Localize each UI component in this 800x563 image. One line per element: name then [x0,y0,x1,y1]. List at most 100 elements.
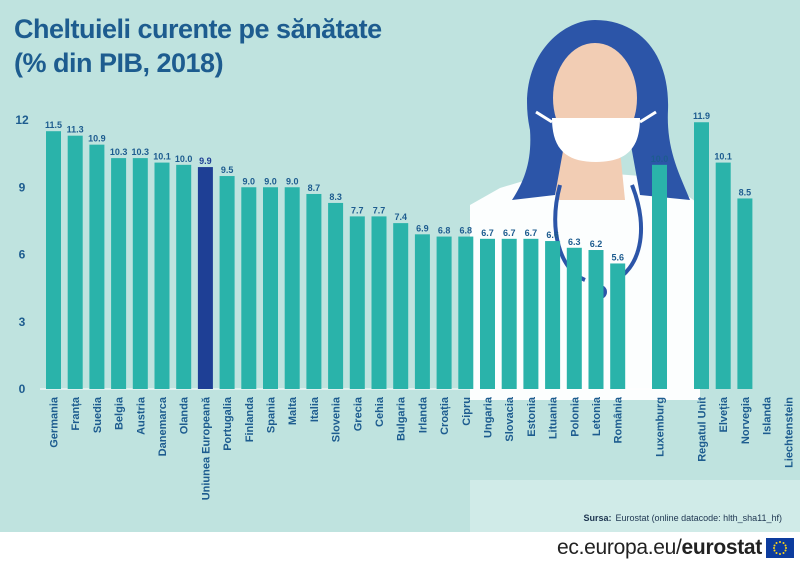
value-label: 11.9 [693,111,710,121]
value-label: 6.6 [546,230,559,240]
bar [652,164,667,389]
bar [414,234,430,389]
x-tick-label: Slovacia [504,396,516,442]
x-tick-label: Ungaria [483,396,495,438]
value-label: 11.3 [67,125,84,135]
x-tick-label: Letonia [591,396,603,436]
x-tick-label: Elveția [718,396,730,432]
value-label: 9.9 [199,156,212,166]
x-tick-label: Portugalia [222,396,234,451]
value-label: 6.8 [460,226,473,236]
source-note: Sursa: Eurostat (online datacode: hlth_sh… [584,513,782,523]
x-tick-label: Uniunea Europeană [200,396,212,500]
value-label: 10.0 [175,154,193,164]
bar [89,144,105,389]
footer-url[interactable]: ec.europa.eu/eurostat [557,536,762,560]
value-label: 8.5 [739,187,752,197]
value-label: 6.2 [590,239,603,249]
y-axis: 0 3 6 9 12 [15,113,29,396]
bar [111,158,127,389]
value-label: 9.0 [264,176,277,186]
x-tick-label: Luxemburg [655,397,667,457]
bar [176,164,192,389]
x-tick-label: Slovenia [331,396,343,442]
bar [371,216,387,389]
x-tick-label: Italia [309,396,321,422]
bar [610,263,626,389]
x-tick-label: Grecia [352,396,364,431]
x-tick-label: Germania [49,396,61,448]
bar [284,187,300,389]
bar [241,187,257,389]
y-tick-label: 9 [19,180,26,194]
value-label: 7.7 [351,205,364,215]
x-tick-label: Spania [266,396,278,433]
value-label: 10.3 [132,147,150,157]
value-label: 10.3 [110,147,128,157]
x-tick-label: Olanda [179,396,191,434]
value-label: 8.7 [308,183,321,193]
value-label: 9.5 [221,165,234,175]
value-label: 10.1 [153,152,171,162]
y-tick-label: 12 [15,113,29,127]
bar [67,135,83,389]
bar [715,162,731,389]
y-tick-label: 6 [19,248,26,262]
value-label: 6.7 [503,228,516,238]
bar [694,122,709,389]
bar [588,250,604,389]
x-tick-label: Cehia [374,396,386,427]
bar [306,193,322,389]
x-tick-label: Bulgaria [396,396,408,441]
source-label: Sursa: [583,513,612,523]
bar [436,236,452,389]
bar [480,238,495,389]
value-label: 9.0 [243,176,256,186]
illustration-neck [555,150,625,200]
x-tick-label: Malta [287,396,299,425]
x-tick-label: Norvegia [740,396,752,444]
x-tick-label: Croația [439,396,451,435]
bar [132,158,148,389]
value-label: 9.0 [286,176,299,186]
bar-chart: 11.5 11.310.910.3 10.3 10.1 10.0 9.99.59.0 9.0… [15,20,800,532]
bar [197,167,213,389]
x-tick-label: Polonia [569,396,581,437]
x-tick-label: Austria [135,396,147,435]
x-tick-label: Danemarca [157,396,169,456]
bar [545,241,561,389]
value-label: 7.7 [373,205,386,215]
bar [349,216,365,389]
y-tick-label: 0 [19,382,26,396]
bar [501,238,517,389]
y-tick-label: 3 [19,315,26,329]
footer-site: ec.europa.eu/ [557,536,682,559]
bar [566,247,582,389]
value-label: 7.4 [394,212,407,222]
x-tick-label: Irlanda [417,396,429,433]
illustration-base [470,480,800,532]
value-label: 6.7 [481,228,494,238]
value-label: 5.6 [611,252,624,262]
source-text: Eurostat (online datacode: hlth_sha11_hf… [615,513,782,523]
illustration-mask [552,118,640,162]
title-line-1: Cheltuieli curente pe sănătate [14,14,382,44]
eu-flag-icon [766,538,794,558]
bar [523,238,539,389]
x-tick-label: Regatul Unit [697,397,709,462]
value-label: 6.9 [416,223,429,233]
x-tick-label: Finlanda [244,396,256,442]
footer-brand: eurostat [681,536,763,559]
value-label: 6.7 [525,228,538,238]
value-label: 10.9 [88,134,106,144]
x-tick-label: România [613,396,625,443]
chart-bars [46,122,753,390]
x-tick-label: Belgia [114,396,126,430]
illustration-mask-strap-left [535,110,553,124]
value-label: 11.5 [45,120,62,130]
footer: ec.europa.eu/eurostat [0,532,800,562]
title-line-2: (% din PIB, 2018) [14,48,224,78]
bar [219,176,235,389]
bar [393,223,409,389]
value-label: 10.1 [714,152,732,162]
